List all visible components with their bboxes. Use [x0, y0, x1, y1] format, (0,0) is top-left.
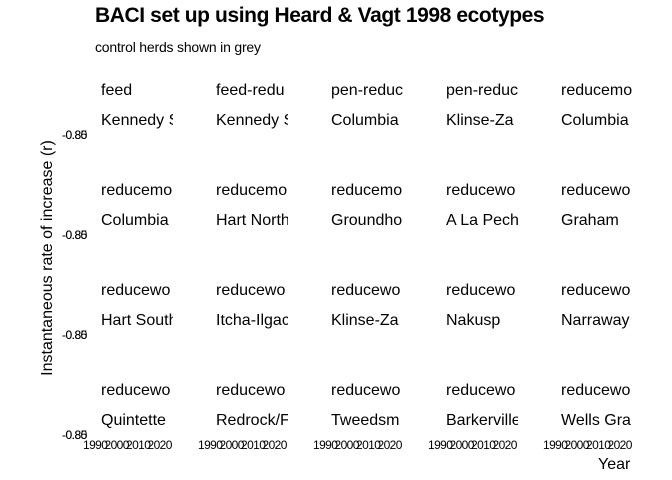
panel-strip-herd: Narraway	[561, 312, 630, 329]
x-tick-label: 2000	[449, 438, 475, 452]
panel-strip-treatment: reducemo	[216, 182, 288, 199]
y-tick-label: -0.80	[62, 228, 87, 242]
y-tick-label: -0.85	[62, 228, 87, 242]
panel-strip-treatment: reducemo	[101, 182, 173, 199]
panel-strip-treatment: reducewo	[446, 182, 516, 199]
panel-strip-treatment: reducewo	[331, 282, 401, 299]
panel-strip-herd: Redrock/F	[216, 412, 288, 429]
x-axis-label: Year	[598, 456, 631, 473]
y-tick-label: -0.80	[62, 428, 87, 442]
x-tick-label: 2010	[586, 438, 611, 452]
x-tick-label: 2000	[219, 438, 245, 452]
panel-strip-herd: Columbia	[101, 212, 169, 229]
panel-strip-herd: Klinse-Za	[331, 312, 399, 329]
panel-strip-treatment: feed	[101, 82, 133, 99]
x-tick-label: 1990	[198, 438, 223, 452]
panel-strip-herd: Hart North	[216, 212, 288, 229]
x-tick-label: 2020	[262, 438, 288, 452]
y-tick-label: -0.80	[62, 328, 87, 342]
panel-strip-herd: Itcha-Ilgac	[216, 312, 288, 329]
x-tick-label: 2020	[147, 438, 173, 452]
x-tick-label: 2000	[104, 438, 130, 452]
panel-strip-treatment: reducewo	[216, 282, 286, 299]
panel-strip-herd: Columbia	[561, 112, 629, 129]
chart-title: BACI set up using Heard & Vagt 1998 ecot…	[95, 4, 545, 27]
panel-strip-herd: Quintette	[101, 412, 166, 429]
panel-strip-treatment: reducewo	[446, 282, 516, 299]
panel-strip-treatment: reducewo	[561, 282, 631, 299]
panel-strip-herd: Nakusp	[446, 312, 501, 329]
x-tick-label: 2020	[607, 438, 633, 452]
panel-strip-herd: Groundho	[331, 212, 403, 229]
panel-strip-treatment: reducemo	[331, 182, 403, 199]
panel-strip-herd: Graham	[561, 212, 619, 229]
panel-strip-herd: Hart South	[101, 312, 173, 329]
panel-strip-treatment: reducewo	[446, 382, 516, 399]
panel-strip-herd: Columbia	[331, 112, 399, 129]
panel-strip-herd: Barkerville	[446, 412, 518, 429]
y-tick-label: -0.80	[62, 128, 87, 142]
y-tick-label: -0.85	[62, 128, 87, 142]
y-axis-label: Instantaneous rate of increase (r)	[39, 140, 56, 376]
x-tick-label: 2000	[334, 438, 360, 452]
x-tick-label: 1990	[83, 438, 108, 452]
x-tick-label: 2020	[377, 438, 403, 452]
x-tick-label: 1990	[543, 438, 568, 452]
chart-subtitle: control herds shown in grey	[95, 39, 261, 55]
panel-strip-treatment: feed-redu	[216, 82, 285, 99]
y-tick-label: -0.85	[62, 328, 87, 342]
panel-strip-treatment: reducewo	[331, 382, 401, 399]
x-tick-label: 2010	[356, 438, 381, 452]
panel-strip-treatment: reducewo	[216, 382, 286, 399]
x-tick-label: 2020	[492, 438, 518, 452]
panel-strip-herd: A La Pech	[446, 212, 518, 229]
panel-strip-treatment: pen-reduc	[446, 82, 518, 99]
panel-strip-treatment: reducewo	[561, 182, 631, 199]
x-tick-label: 1990	[428, 438, 453, 452]
panel-strip-herd: Kennedy S	[101, 112, 173, 129]
panel-strip-herd: Kennedy S	[216, 112, 288, 129]
panel-strip-treatment: reducemo	[561, 82, 633, 99]
panel-strip-treatment: reducewo	[101, 282, 171, 299]
panel-strip-treatment: reducewo	[561, 382, 631, 399]
x-tick-label: 2000	[564, 438, 590, 452]
panel-strip-herd: Tweedsm	[331, 412, 400, 429]
x-tick-label: 1990	[313, 438, 338, 452]
panel-strip-treatment: pen-reduc	[331, 82, 403, 99]
panel-strip-herd: Wells Gra	[561, 412, 631, 429]
y-tick-label: -0.85	[62, 428, 87, 442]
x-tick-label: 2010	[471, 438, 496, 452]
panel-strip-treatment: reducewo	[101, 382, 171, 399]
panel-strip-herd: Klinse-Za	[446, 112, 514, 129]
x-tick-label: 2010	[241, 438, 266, 452]
x-tick-label: 2010	[126, 438, 151, 452]
